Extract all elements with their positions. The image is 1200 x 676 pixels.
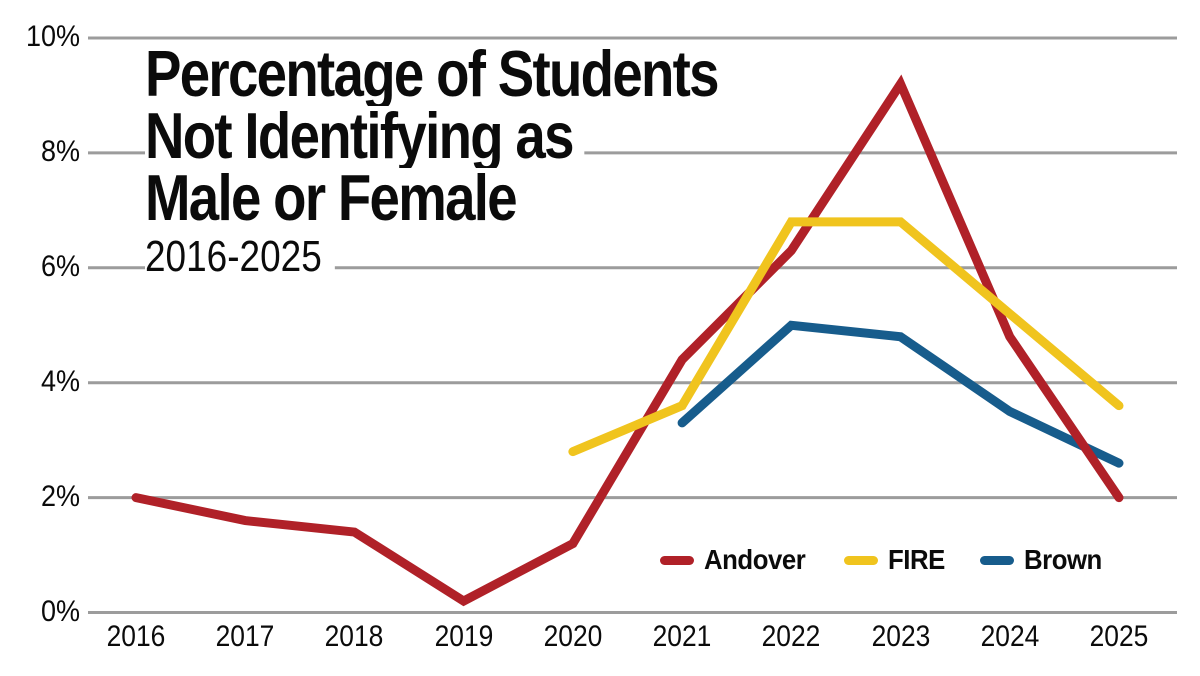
- y-axis-tick-label-8%: 8%: [40, 134, 80, 168]
- x-axis-tick-label-2023: 2023: [871, 620, 930, 653]
- x-axis-tick-label-2020: 2020: [543, 620, 603, 653]
- y-axis-tick-label-4%: 4%: [40, 364, 80, 398]
- legend-item-fire: FIRE: [844, 544, 950, 576]
- y-axis-tick-label-0%: 0%: [40, 594, 80, 628]
- legend-swatch-fire: [844, 555, 879, 565]
- legend-swatch-andover: [660, 555, 694, 565]
- x-axis-tick-label-2022: 2022: [761, 620, 821, 653]
- chart-title-text: Male or Female: [145, 165, 528, 230]
- series-line-brown: [677, 320, 1124, 468]
- chart-subtitle-text: 2016-2025: [145, 232, 336, 284]
- legend-swatch-brown: [979, 555, 1014, 565]
- legend-label-andover: Andover: [704, 544, 806, 575]
- x-axis-tick-label-2024: 2024: [980, 620, 1040, 653]
- x-axis-tick-label-2025: 2025: [1089, 620, 1149, 653]
- legend-item-andover: Andover: [660, 544, 814, 576]
- chart-title-line: Not Identifying as: [145, 103, 730, 168]
- chart-title-block: Percentage of Students Not Identifying a…: [145, 41, 730, 284]
- chart-title-line: Male or Female: [145, 165, 730, 230]
- chart-title-text: Not Identifying as: [145, 103, 585, 168]
- legend-item-brown: Brown: [979, 544, 1109, 576]
- chart-subtitle: 2016-2025: [145, 230, 730, 284]
- legend-label-brown: Brown: [1023, 544, 1102, 575]
- y-axis-tick-label-2%: 2%: [40, 479, 80, 513]
- x-axis-tick-label-2016: 2016: [106, 620, 166, 653]
- series-line-andover: [131, 74, 1124, 607]
- x-axis-tick-label-2017: 2017: [215, 620, 275, 653]
- y-axis-tick-label-10%: 10%: [25, 20, 81, 53]
- y-axis-tick-label-6%: 6%: [40, 249, 80, 283]
- legend-label-fire: FIRE: [888, 544, 945, 575]
- x-axis-tick-label-2018: 2018: [325, 620, 384, 653]
- x-axis-tick-label-2019: 2019: [434, 620, 494, 653]
- chart-title-text: Percentage of Students: [145, 41, 730, 106]
- x-axis-tick-label-2021: 2021: [652, 620, 712, 653]
- series-line-fire: [568, 217, 1124, 457]
- chart-legend: Andover FIRE Brown: [660, 544, 1108, 576]
- chart-title-line: Percentage of Students: [145, 41, 730, 106]
